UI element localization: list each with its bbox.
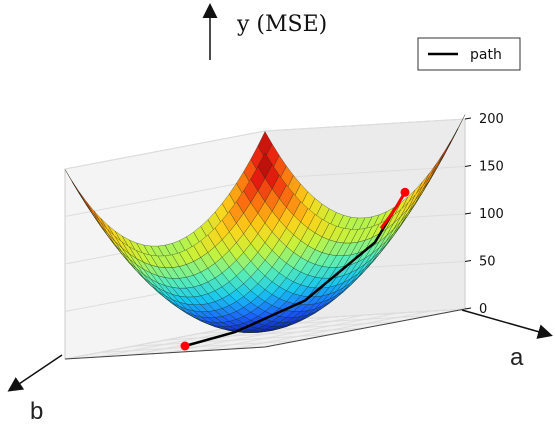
z-tick: [464, 260, 472, 262]
legend-path-label: path: [470, 47, 502, 63]
a-axis-label: a: [510, 344, 524, 371]
z-tick-group: 0 50 100 150 200: [464, 112, 504, 317]
path-line: [183, 191, 407, 348]
legend: path: [417, 37, 521, 71]
axes-group: [7, 3, 553, 392]
z-tick-label: 150: [479, 160, 504, 175]
gradient-step-arrow: [379, 216, 391, 230]
path-start-point: [400, 187, 410, 197]
surface-group: [64, 114, 466, 333]
y-axis-title: y (MSE): [236, 12, 327, 37]
front-axis-edge: [64, 308, 466, 360]
z-tick-label: 200: [479, 112, 504, 127]
surface-facet: [257, 152, 273, 179]
z-tick: [464, 307, 472, 310]
z-tick-label: 0: [479, 302, 487, 317]
gradient-step-arrow: [387, 205, 399, 219]
b-axis-arrow: [7, 354, 63, 392]
b-axis-label: b: [30, 398, 43, 425]
z-tick: [464, 212, 472, 215]
z-tick: [464, 165, 472, 167]
path-group: [180, 187, 410, 351]
z-tick-label: 50: [479, 255, 496, 270]
z-tick: [464, 117, 472, 120]
a-axis-arrow: [461, 309, 553, 339]
z-tick-label: 100: [479, 207, 504, 222]
path-end-point: [180, 341, 190, 351]
wall-grid-line: [64, 118, 466, 170]
